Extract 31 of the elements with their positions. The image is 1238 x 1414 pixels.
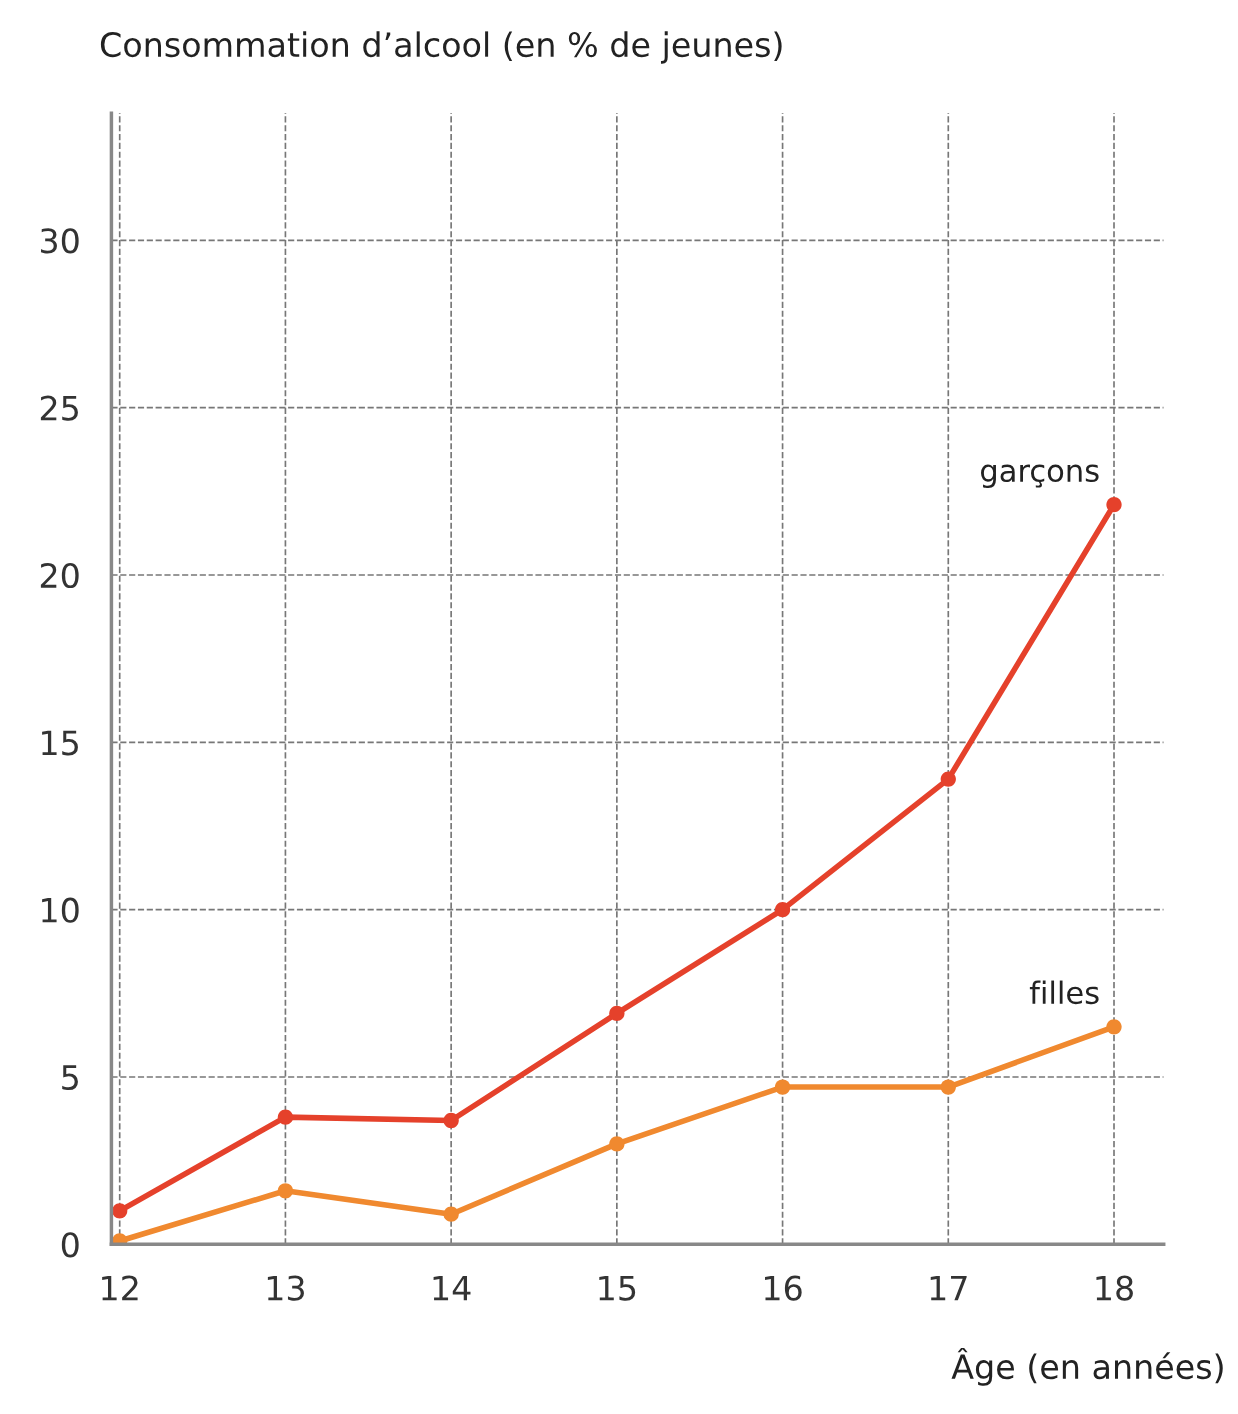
x-axis-title: Âge (en années) — [951, 1347, 1223, 1386]
point — [1106, 497, 1122, 513]
point — [940, 771, 956, 787]
y-axis-title: Consommation d’alcool (en % de jeunes) — [100, 31, 782, 64]
x-tick-label: 14 — [433, 1275, 471, 1301]
point — [443, 1206, 459, 1222]
series-label: garçons — [981, 464, 1099, 489]
point — [277, 1109, 294, 1125]
point — [1106, 1019, 1122, 1035]
point — [774, 1079, 791, 1095]
point — [940, 1079, 956, 1095]
x-tick-label: 13 — [267, 1275, 304, 1301]
y-tick-label: 30 — [40, 228, 79, 254]
x-tick-label: 15 — [599, 1275, 636, 1301]
y-tick-label: 15 — [42, 730, 78, 756]
point — [609, 1136, 625, 1152]
y-tick-label: 0 — [61, 1232, 79, 1258]
y-tick-label: 5 — [62, 1065, 78, 1091]
x-tick-label: 16 — [765, 1275, 802, 1301]
point — [443, 1112, 459, 1129]
point — [112, 1203, 128, 1219]
point — [277, 1183, 294, 1199]
y-tick-label: 25 — [40, 395, 78, 421]
y-tick-label: 20 — [40, 562, 79, 589]
point — [609, 1005, 625, 1022]
series-label: filles — [1029, 980, 1099, 1005]
point — [774, 902, 791, 918]
x-tick-label: 12 — [102, 1275, 138, 1301]
x-tick-label: 18 — [1096, 1275, 1133, 1301]
y-tick-label: 10 — [42, 897, 79, 923]
x-tick-label: 17 — [930, 1275, 967, 1301]
